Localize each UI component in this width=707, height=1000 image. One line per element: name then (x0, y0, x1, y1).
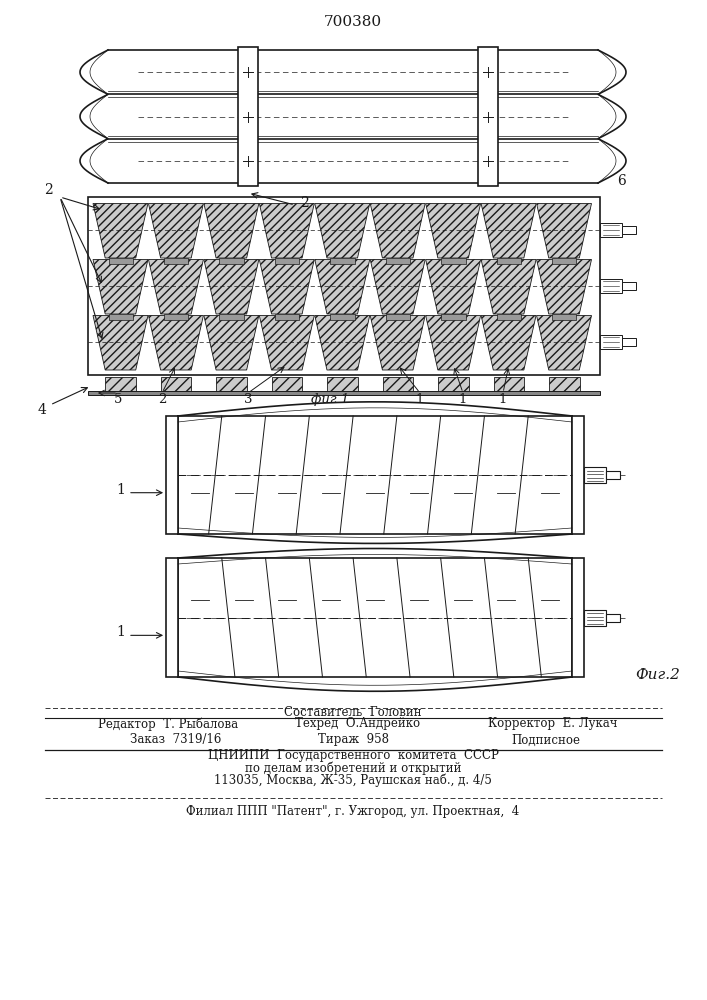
Polygon shape (481, 259, 536, 314)
Polygon shape (148, 316, 204, 370)
Polygon shape (370, 204, 425, 258)
Polygon shape (481, 316, 536, 370)
Bar (622, 282, 636, 290)
Text: по делам изобретений и открытий: по делам изобретений и открытий (245, 761, 461, 775)
Bar (600, 279, 622, 293)
Text: Филиал ППП "Патент", г. Ужгород, ул. Проектная,  4: Филиал ППП "Патент", г. Ужгород, ул. Про… (187, 806, 520, 818)
Polygon shape (148, 259, 204, 314)
Text: 1: 1 (117, 625, 125, 639)
Text: 2: 2 (44, 183, 52, 197)
Bar (606, 613, 620, 621)
Text: Тираж  958: Тираж 958 (317, 734, 389, 746)
Text: 113035, Москва, Ж-35, Раушская наб., д. 4/5: 113035, Москва, Ж-35, Раушская наб., д. … (214, 773, 492, 787)
Polygon shape (537, 204, 592, 258)
Bar (275, 314, 299, 320)
Text: 1: 1 (499, 393, 507, 406)
Text: 700380: 700380 (324, 15, 382, 29)
Bar (606, 471, 620, 479)
Bar (600, 335, 622, 349)
Polygon shape (148, 204, 204, 258)
Bar (88, 391, 600, 395)
Bar (478, 47, 498, 186)
Bar (238, 47, 258, 186)
Bar (164, 257, 188, 263)
Text: 2: 2 (158, 393, 166, 406)
Bar (216, 377, 247, 393)
Bar (552, 314, 576, 320)
Bar (552, 257, 576, 263)
Text: Редактор  Т. Рыбалова: Редактор Т. Рыбалова (98, 717, 238, 731)
Polygon shape (93, 259, 148, 314)
Text: ЦНИИПИ  Государственного  комитета  СССР: ЦНИИПИ Государственного комитета СССР (208, 750, 498, 762)
Text: Фиг.2: Фиг.2 (635, 668, 680, 682)
Bar (438, 377, 469, 393)
Polygon shape (370, 259, 425, 314)
Polygon shape (93, 316, 148, 370)
Text: Техред  О.Андрейко: Техред О.Андрейко (296, 718, 421, 730)
Polygon shape (259, 204, 315, 258)
Text: 5: 5 (114, 393, 122, 406)
Bar (584, 467, 606, 483)
Bar (496, 257, 521, 263)
Bar (88, 197, 600, 375)
Bar (166, 558, 178, 677)
Text: 4: 4 (37, 403, 47, 417)
Text: 1: 1 (416, 393, 424, 406)
Text: 1: 1 (459, 393, 467, 406)
Bar (108, 257, 133, 263)
Polygon shape (315, 204, 370, 258)
Bar (382, 377, 413, 393)
Polygon shape (537, 259, 592, 314)
Polygon shape (204, 316, 259, 370)
Polygon shape (315, 316, 370, 370)
Bar (219, 314, 244, 320)
Bar (271, 377, 303, 393)
Bar (275, 257, 299, 263)
Bar (386, 257, 410, 263)
Bar (105, 377, 136, 393)
Text: Заказ  7319/16: Заказ 7319/16 (130, 734, 221, 746)
Polygon shape (426, 259, 481, 314)
Bar (166, 416, 178, 534)
Bar (386, 314, 410, 320)
Bar (496, 314, 521, 320)
Polygon shape (370, 316, 425, 370)
Polygon shape (481, 204, 536, 258)
Bar (572, 416, 584, 534)
Polygon shape (537, 316, 592, 370)
Polygon shape (426, 204, 481, 258)
Bar (441, 257, 466, 263)
Polygon shape (204, 259, 259, 314)
Polygon shape (259, 316, 315, 370)
Bar (441, 314, 466, 320)
Bar (108, 314, 133, 320)
Text: 2: 2 (300, 196, 309, 210)
Text: Корректор  Е. Лукач: Корректор Е. Лукач (489, 718, 618, 730)
Bar (327, 377, 358, 393)
Bar (161, 377, 192, 393)
Text: 1: 1 (117, 483, 125, 497)
Bar (622, 338, 636, 346)
Bar (600, 223, 622, 237)
Text: 6: 6 (617, 174, 626, 188)
Polygon shape (315, 259, 370, 314)
Text: Подписное: Подписное (511, 734, 580, 746)
Bar (164, 314, 188, 320)
Bar (219, 257, 244, 263)
Text: фиг 1: фиг 1 (311, 393, 349, 406)
Bar (572, 558, 584, 677)
Bar (622, 226, 636, 234)
Bar (493, 377, 524, 393)
Bar (549, 377, 580, 393)
Bar (330, 257, 355, 263)
Text: 3: 3 (244, 393, 252, 406)
Polygon shape (93, 204, 148, 258)
Bar (330, 314, 355, 320)
Text: Составитель  Головин: Составитель Головин (284, 706, 422, 720)
Bar (584, 609, 606, 626)
Polygon shape (259, 259, 315, 314)
Polygon shape (426, 316, 481, 370)
Polygon shape (204, 204, 259, 258)
